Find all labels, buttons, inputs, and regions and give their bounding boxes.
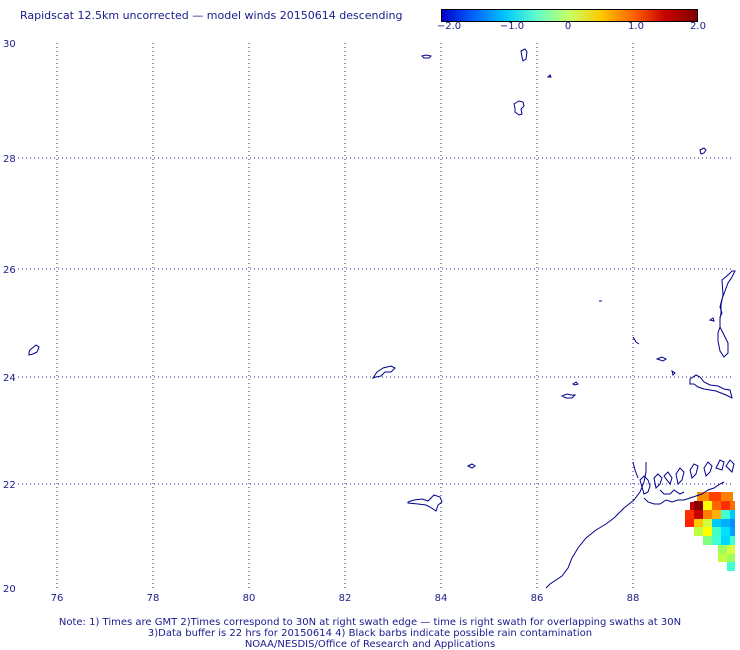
footer-note-1: Note: 1) Times are GMT 2)Times correspon… xyxy=(58,617,682,628)
footer-credit: NOAA/NESDIS/Office of Research and Appli… xyxy=(244,639,496,650)
lon-label: 82 xyxy=(339,593,352,604)
lat-label: 20 xyxy=(3,584,16,595)
colorbar xyxy=(441,9,698,22)
colorbar-tick: 0 xyxy=(564,21,572,32)
footer-note-2: 3)Data buffer is 22 hrs for 20150614 4) … xyxy=(147,628,593,639)
lon-label: 80 xyxy=(243,593,256,604)
lat-label: 26 xyxy=(3,265,16,276)
lon-label: 84 xyxy=(435,593,448,604)
lon-label: 78 xyxy=(147,593,160,604)
lat-label: 28 xyxy=(3,154,16,165)
wind-swath xyxy=(685,492,735,571)
colorbar-tick: 1.0 xyxy=(628,21,644,32)
lat-label: 24 xyxy=(3,373,16,384)
graticule xyxy=(18,43,734,589)
lon-label: 88 xyxy=(627,593,640,604)
colorbar-tick: −1.0 xyxy=(499,21,525,32)
lon-label: 86 xyxy=(531,593,544,604)
lon-label: 76 xyxy=(51,593,64,604)
map-title: Rapidscat 12.5km uncorrected — model win… xyxy=(20,9,403,22)
lat-label: 22 xyxy=(3,480,16,491)
lat-label: 30 xyxy=(3,39,16,50)
colorbar-tick: 2.0 xyxy=(690,21,706,32)
colorbar-tick: −2.0 xyxy=(436,21,462,32)
coastline xyxy=(28,48,736,589)
